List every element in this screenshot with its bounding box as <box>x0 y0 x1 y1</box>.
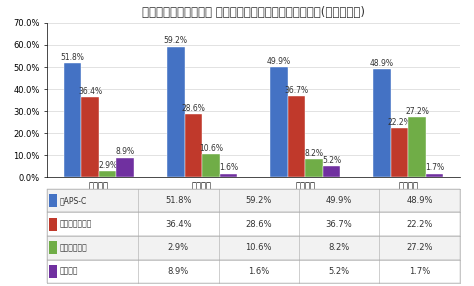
Text: 59.2%: 59.2% <box>246 196 272 205</box>
Bar <box>202 154 219 177</box>
Text: 22.2%: 22.2% <box>406 220 433 229</box>
Text: 2.9%: 2.9% <box>168 243 189 252</box>
Bar <box>288 96 305 177</box>
Text: 8.9%: 8.9% <box>168 267 189 276</box>
Bar <box>391 128 408 177</box>
Text: 1.7%: 1.7% <box>409 267 430 276</box>
Text: ３フルサイズ: ３フルサイズ <box>60 243 88 252</box>
Bar <box>49 194 57 207</box>
Text: 8.2%: 8.2% <box>304 149 323 158</box>
Text: 1.7%: 1.7% <box>425 163 444 172</box>
Bar <box>99 171 117 177</box>
Text: 28.6%: 28.6% <box>182 104 205 113</box>
Bar <box>47 212 460 236</box>
Bar <box>117 158 134 177</box>
Text: 5.2%: 5.2% <box>328 267 350 276</box>
Bar <box>219 174 237 177</box>
Text: 36.7%: 36.7% <box>284 86 309 95</box>
Text: 36.4%: 36.4% <box>78 87 102 96</box>
Text: 49.9%: 49.9% <box>267 57 291 66</box>
Bar <box>47 260 460 283</box>
Text: ４その他: ４その他 <box>60 267 78 276</box>
Bar <box>305 159 323 177</box>
Text: 5.2%: 5.2% <box>322 156 341 164</box>
Bar <box>167 47 184 177</box>
Text: 48.9%: 48.9% <box>370 59 394 68</box>
Bar <box>49 241 57 254</box>
Bar <box>373 69 391 177</box>
Text: 51.8%: 51.8% <box>165 196 191 205</box>
Text: 2.9%: 2.9% <box>98 161 117 170</box>
Text: 10.6%: 10.6% <box>246 243 272 252</box>
Text: 28.6%: 28.6% <box>246 220 272 229</box>
Text: 36.4%: 36.4% <box>165 220 191 229</box>
Text: 8.9%: 8.9% <box>116 147 135 156</box>
Bar <box>47 189 460 212</box>
Text: 27.2%: 27.2% <box>405 107 429 116</box>
Title: ミラーレス一眼カメラ センサーサイズ別販売台数構成比(最大パネル): ミラーレス一眼カメラ センサーサイズ別販売台数構成比(最大パネル) <box>142 6 365 19</box>
Text: ２フォーサーズ: ２フォーサーズ <box>60 220 92 229</box>
Text: 36.7%: 36.7% <box>326 220 353 229</box>
Text: 1.6%: 1.6% <box>219 164 238 172</box>
Text: 10.6%: 10.6% <box>199 144 223 153</box>
Bar <box>270 67 288 177</box>
Text: 8.2%: 8.2% <box>328 243 350 252</box>
Bar <box>408 117 426 177</box>
Text: 22.2%: 22.2% <box>388 118 411 127</box>
Text: 49.9%: 49.9% <box>326 196 352 205</box>
Text: 48.9%: 48.9% <box>406 196 433 205</box>
Bar <box>49 265 57 278</box>
Bar <box>184 114 202 177</box>
Bar <box>426 174 443 177</box>
Text: １APS-C: １APS-C <box>60 196 87 205</box>
Text: 59.2%: 59.2% <box>164 36 188 45</box>
Bar <box>82 97 99 177</box>
Bar <box>64 63 82 177</box>
Bar <box>323 166 340 177</box>
Text: 1.6%: 1.6% <box>248 267 269 276</box>
Text: 27.2%: 27.2% <box>406 243 433 252</box>
Bar <box>47 236 460 260</box>
Text: 51.8%: 51.8% <box>61 53 84 62</box>
Bar <box>49 218 57 231</box>
